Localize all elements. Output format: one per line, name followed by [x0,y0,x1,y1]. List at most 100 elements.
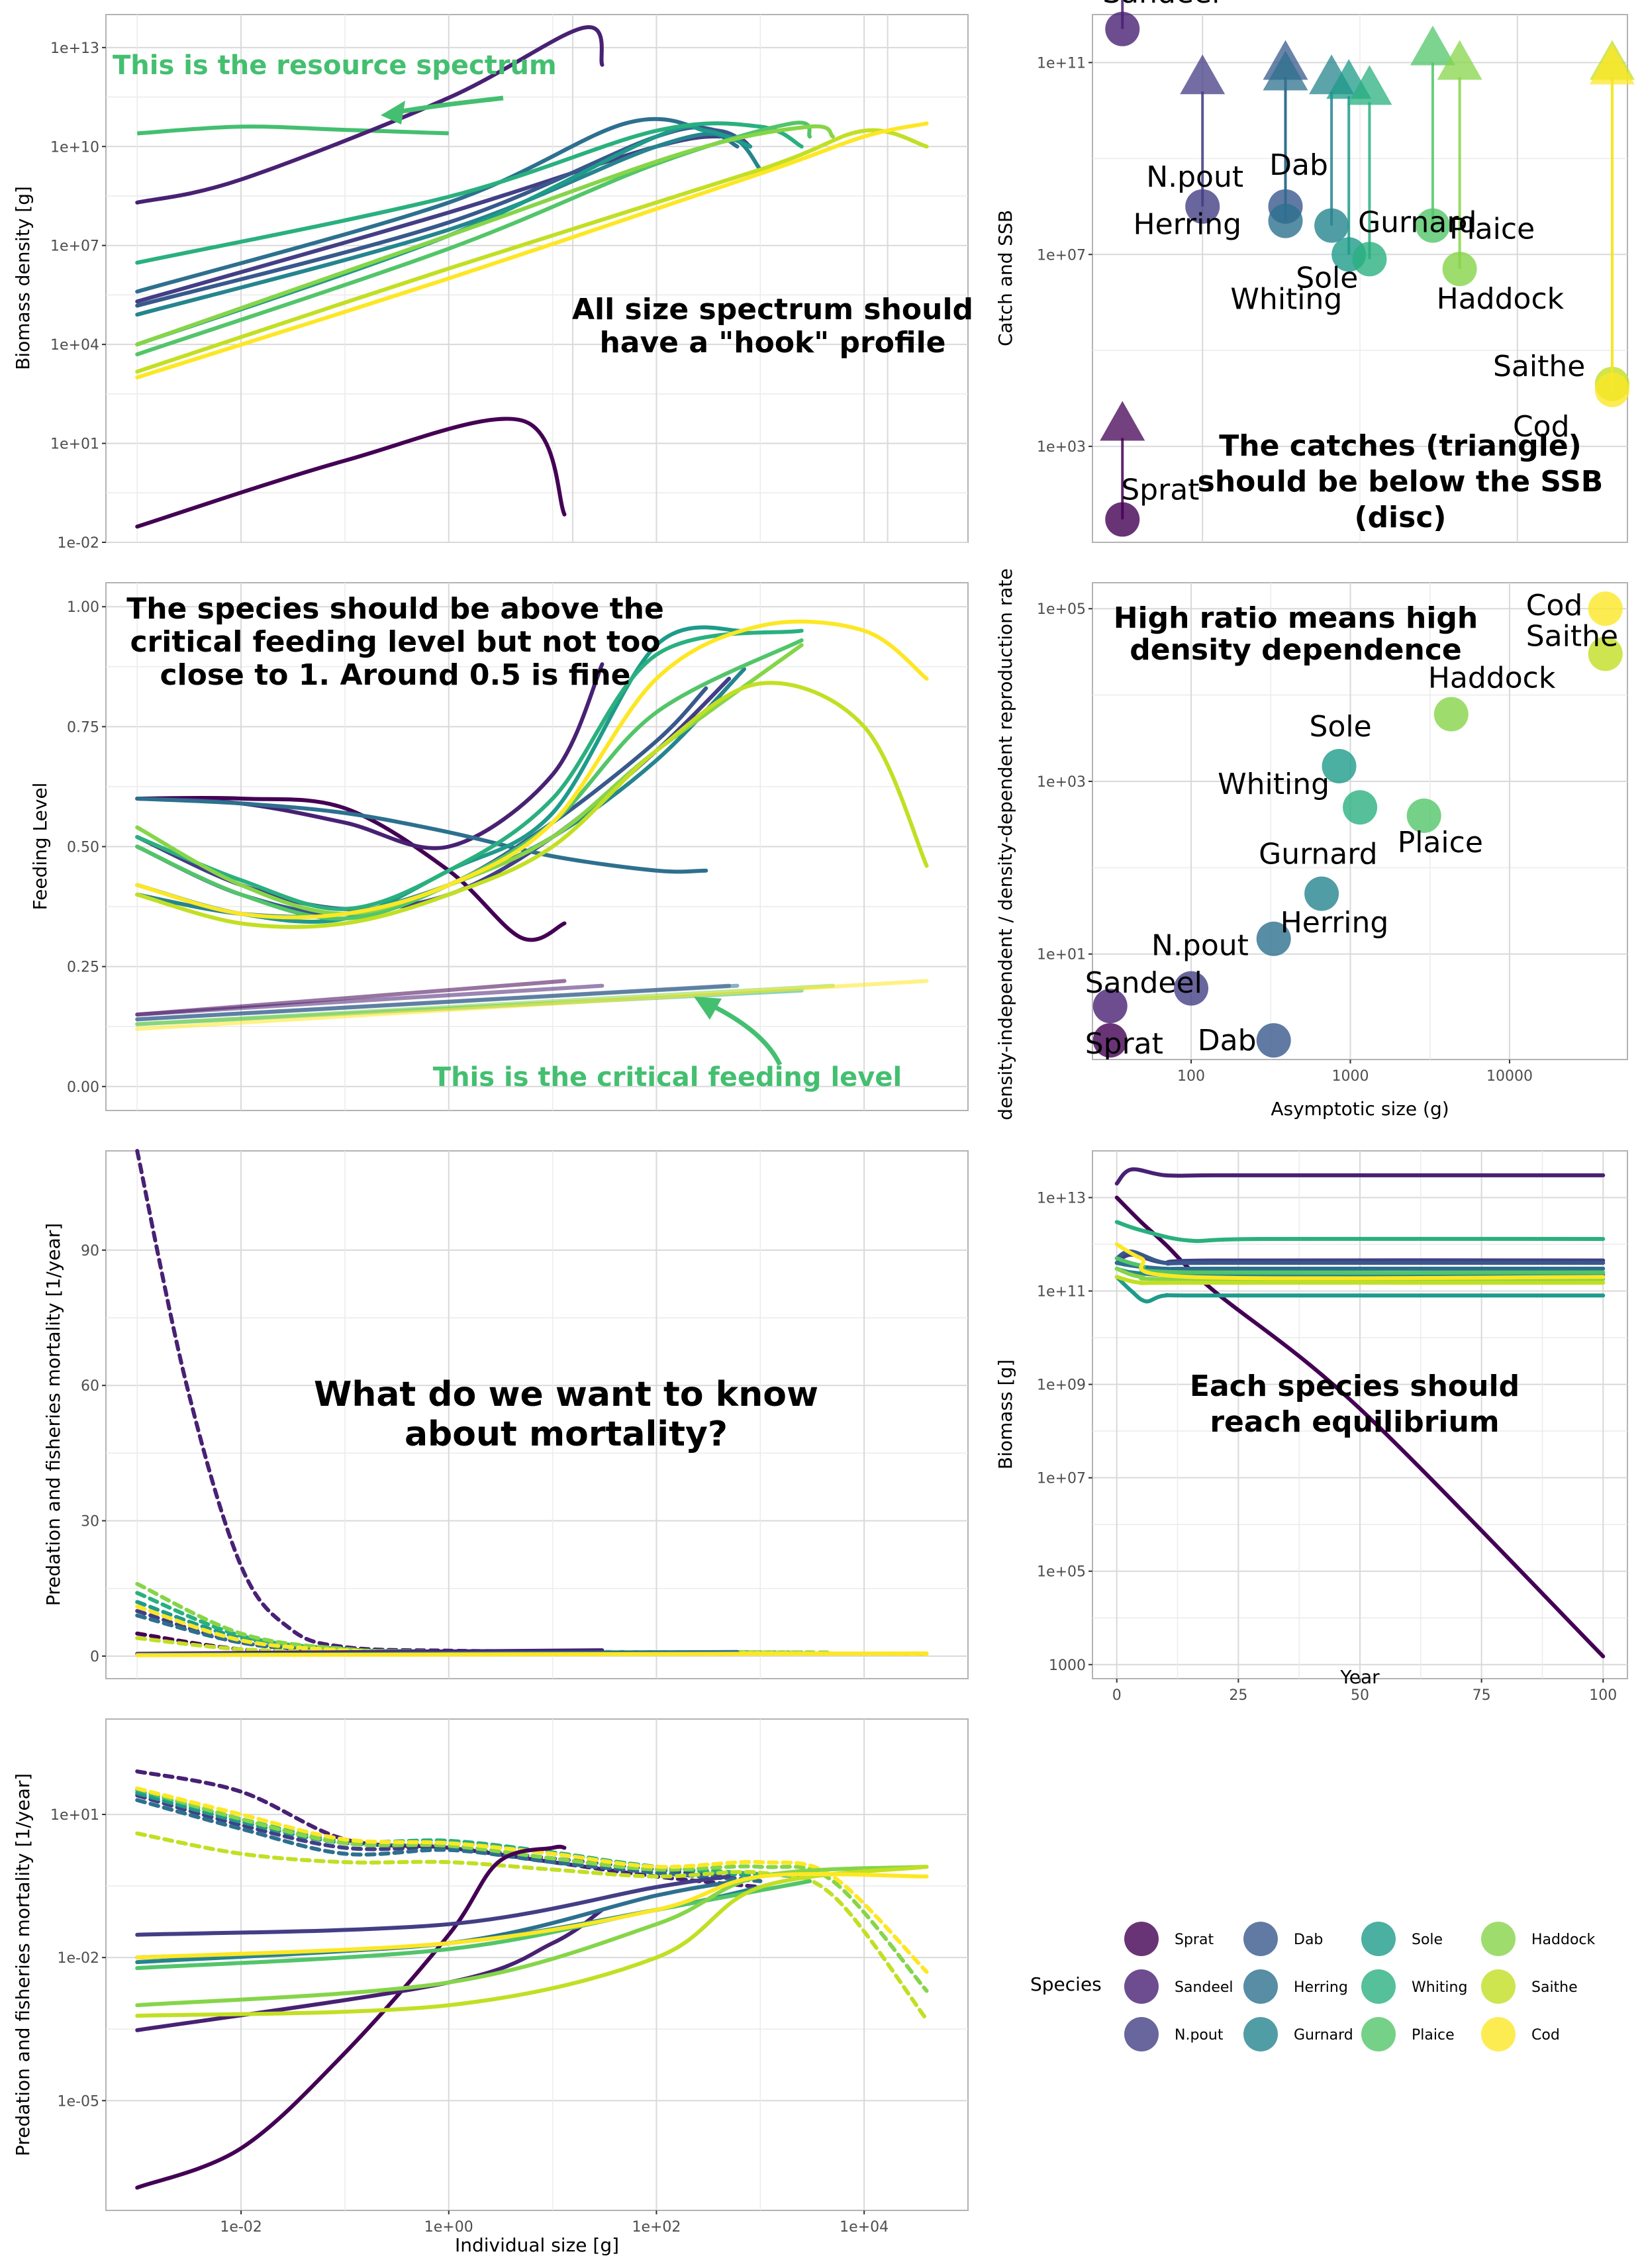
series-line-cod-fishing [135,1651,929,1657]
y-tick-label: 1e+07 [1037,1471,1086,1487]
catch-triangle-whiting [1347,65,1392,105]
annotation-ratio-1: High ratio means high [1114,601,1478,635]
point-label: Saithe [1493,350,1585,383]
legend-label: Dab [1294,1932,1323,1948]
y-tick-label: 0.25 [67,960,99,976]
annotation-ratio-2: density dependence [1130,633,1462,667]
legend-label: Cod [1531,2027,1560,2044]
legend-key-dab [1243,1922,1278,1956]
ratio-point-plaice [1406,798,1441,833]
catch-triangle-sprat [1100,401,1145,441]
ssb-disc-whiting [1352,242,1387,277]
ssb-disc-haddock [1442,252,1477,287]
annotation-critical: This is the critical feeding level [433,1062,902,1093]
ratio-point-cod [1588,591,1623,626]
legend-key-cod [1481,2017,1516,2051]
ssb-disc-plaice [1415,208,1450,243]
series-line-plaice [135,121,812,357]
series-line-whiting [135,121,804,265]
annotation-equilibrium-2: reach equilibrium [1210,1405,1499,1439]
annotation-feeding-3: close to 1. Around 0.5 is fine [160,658,630,692]
ylabel-feeding-level: Feeding Level [29,783,51,911]
legend-label: Gurnard [1294,2027,1353,2044]
y-tick-label: 1e-02 [58,1950,99,1967]
point-label: Gurnard [1358,206,1476,240]
y-tick-label: 1e+04 [50,337,99,354]
y-tick-label: 1e+01 [1037,947,1086,963]
x-tick-label: 1000 [1332,1068,1369,1085]
legend-label: Saithe [1531,1979,1578,1996]
series-line-sandeel [135,983,604,1017]
ratio-point-sole [1322,749,1357,784]
point-label: Herring [1280,906,1389,940]
annotation-resource-arrowhead [381,101,405,124]
annotation-mortality-1: What do we want to know [314,1375,818,1414]
legend-label: Sole [1412,1932,1443,1948]
catch-triangle-herring [1263,50,1308,91]
xlabel-mortality-log: Individual size [g] [455,2234,619,2256]
series-line-sprat-fishing [135,1844,567,2190]
y-tick-label: 60 [81,1378,99,1395]
y-tick-label: 1000 [1049,1657,1086,1674]
annotation-catch-3: (disc) [1354,501,1446,534]
ratio-point-whiting [1343,790,1378,825]
point-label: Sprat [1085,1027,1163,1061]
annotation-feeding-2: critical feeding level but not too [130,625,660,659]
annotation-critical-arrow [706,1001,783,1066]
ylabel-biomass-density: Biomass density [g] [12,186,34,370]
x-tick-label: 1e-02 [220,2219,262,2236]
y-tick-label: 1e+10 [50,139,99,156]
panel-biomass-density [105,14,969,543]
y-tick-label: 1e+01 [50,436,99,453]
panel-mortality-linear [105,1150,969,1679]
series-line-sprat [135,417,567,529]
y-tick-label: 1e+03 [1037,774,1086,791]
point-label: Haddock [1428,662,1556,695]
legend-label: Sandeel [1175,1979,1233,1996]
ratio-point-dab [1256,1023,1291,1058]
y-tick-label: 1e+11 [1037,1284,1086,1301]
legend-key-plaice [1361,2017,1396,2051]
point-label: Plaice [1398,826,1483,860]
series-line-haddock [135,124,835,347]
y-tick-label: 1e+05 [1037,1564,1086,1581]
annotation-equilibrium-1: Each species should [1190,1369,1520,1403]
series-line-herring-predation [135,1798,763,1883]
legend-label: N.pout [1175,2027,1224,2044]
series-line-saithe-predation [135,1831,929,2022]
series-line-sprat [135,795,567,942]
series-line-herring [1114,1261,1606,1271]
series-line-sprat [1114,1195,1606,1659]
legend-key-whiting [1361,1969,1396,2004]
ssb-disc-npout [1185,189,1220,224]
point-label: Gurnard [1259,838,1377,871]
series-line-herring [135,983,740,1022]
y-tick-label: 1e+13 [50,40,99,57]
legend-key-sole [1361,1922,1396,1956]
point-label: Dab [1198,1024,1257,1058]
y-tick-label: 1e+13 [1037,1191,1086,1207]
point-label: Saithe [1526,619,1618,653]
catch-triangle-cod [1589,44,1635,85]
series-line-whiting [1114,1220,1606,1244]
catch-triangle-haddock [1437,40,1482,80]
ratio-point-gurnard [1304,876,1339,911]
series-line-cod [135,121,929,379]
resource-spectrum-line [137,124,449,136]
legend-label: Whiting [1412,1979,1467,1996]
point-label: Whiting [1218,767,1329,801]
point-label: Sole [1310,710,1372,744]
point-label: Whiting [1230,282,1342,316]
legend-key-saithe [1481,1969,1516,2004]
x-tick-label: 100 [1177,1068,1205,1085]
series-line-whiting [135,628,804,911]
series-line-saithe [135,681,929,929]
ssb-disc-gurnard [1314,208,1349,243]
series-line-saithe-fishing [135,1865,929,2018]
series-line-haddock-predation [135,1786,929,1993]
y-tick-label: 1e+03 [1037,439,1086,456]
x-tick-label: 75 [1473,1687,1491,1704]
legend-key-haddock [1481,1922,1516,1956]
ratio-point-sandeel [1092,989,1128,1024]
